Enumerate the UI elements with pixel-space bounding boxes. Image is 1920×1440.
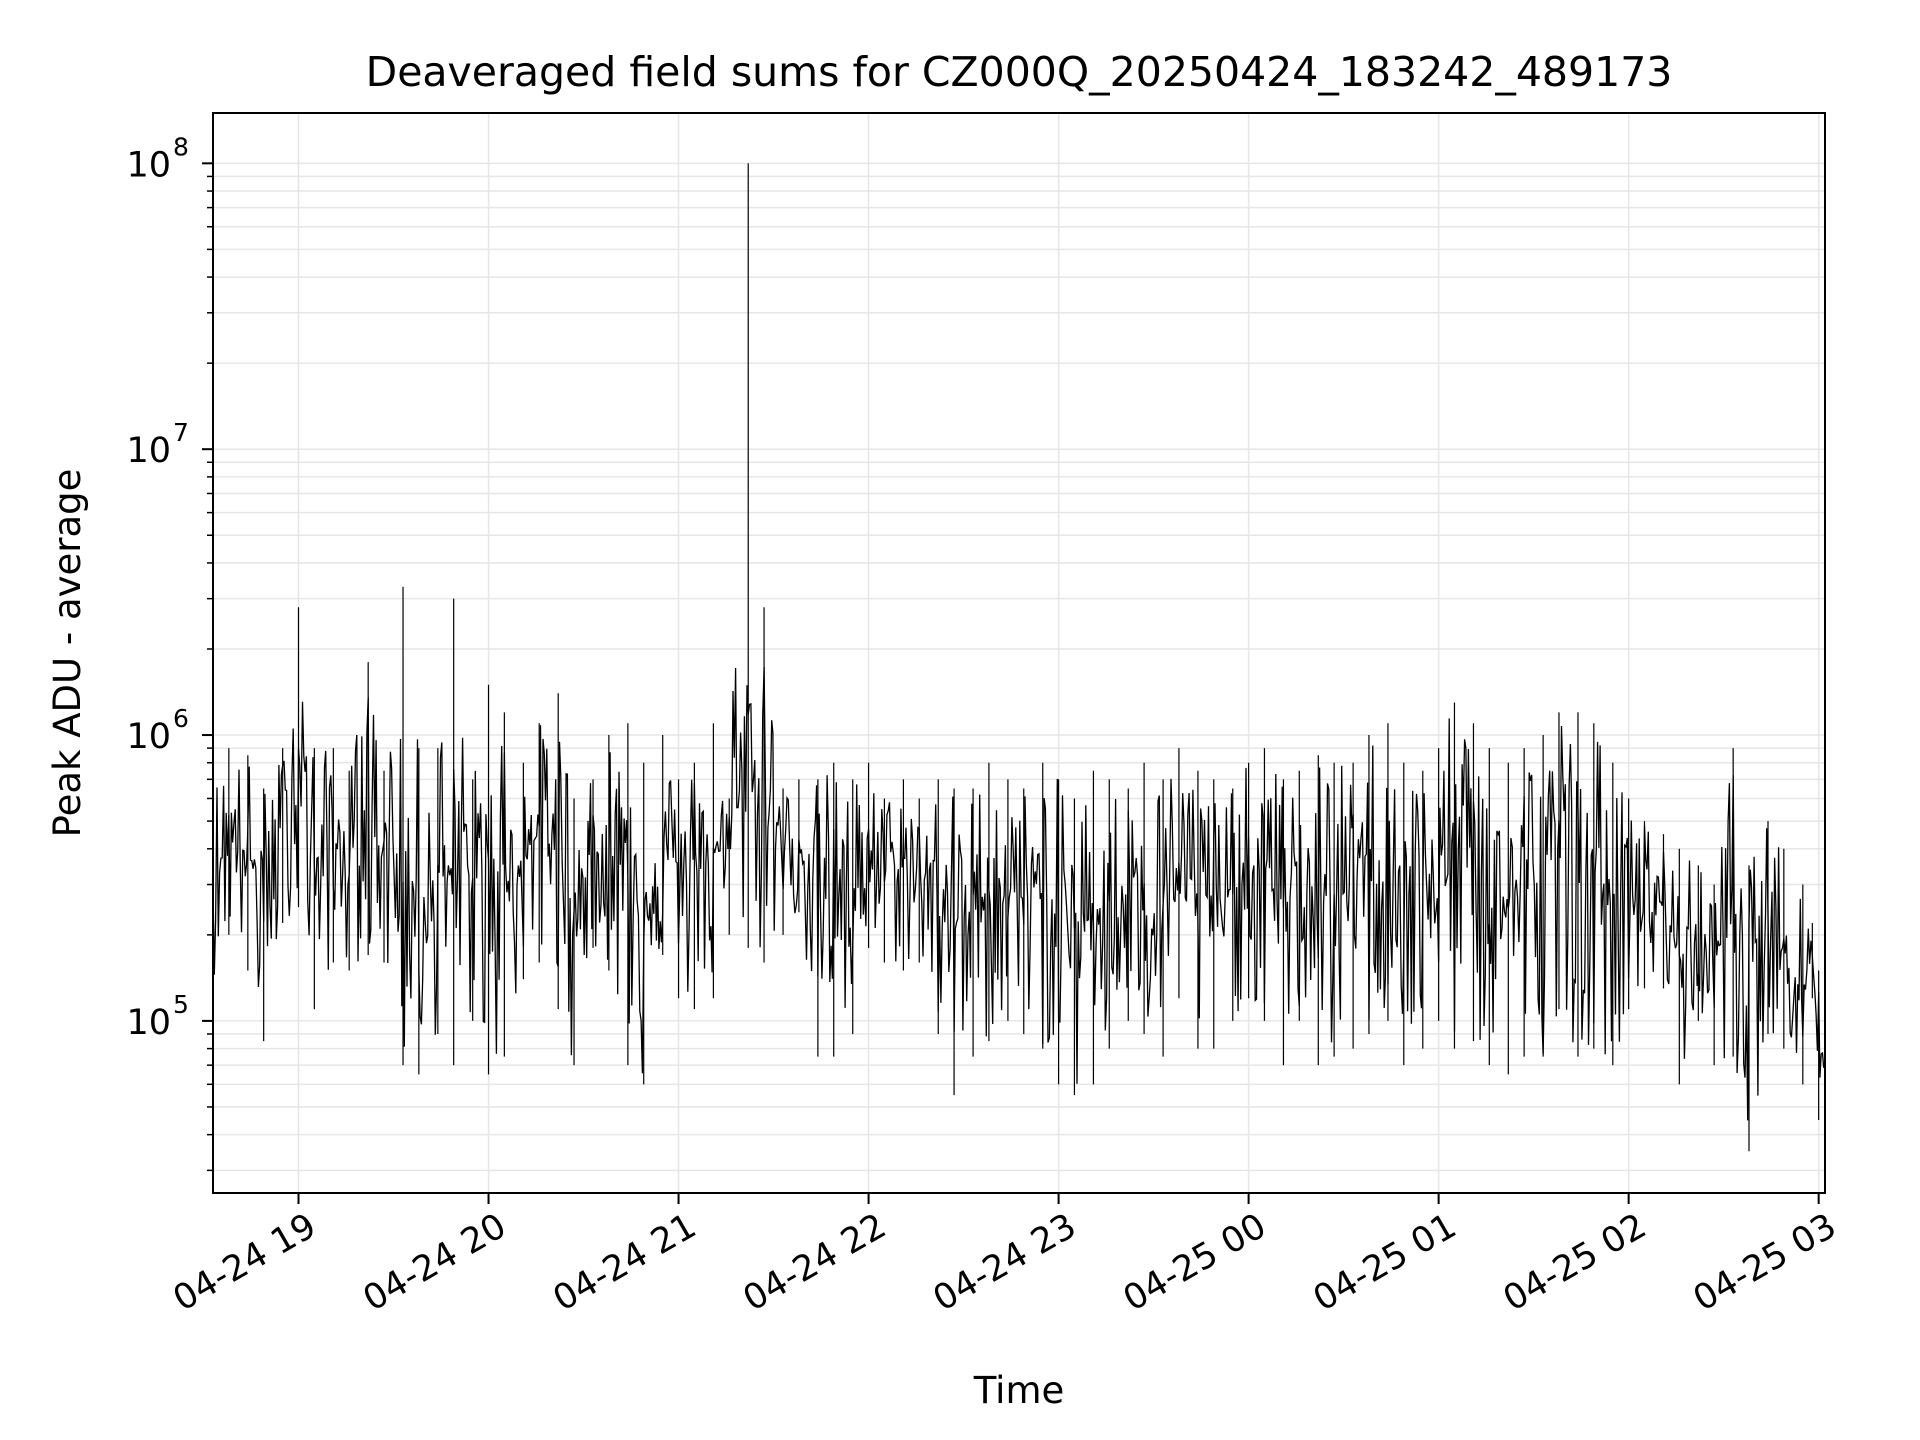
y-tick-label: 10 6 [126,704,188,757]
data-series [212,163,1826,1152]
plot-frame [212,112,1826,1194]
x-axis-label: Time [973,1369,1065,1412]
y-tick-base: 10 [126,1003,171,1043]
y-tick-label: 10 5 [126,990,188,1043]
y-tick-exponent: 8 [173,132,189,161]
series-line [212,666,1825,1121]
y-axis-label: Peak ADU - average [46,469,89,838]
y-tick-exponent: 6 [173,704,189,733]
y-tick-label: 10 8 [126,132,188,185]
y-tick-base: 10 [126,431,171,471]
y-tick-exponent: 7 [173,418,189,447]
y-tick-base: 10 [126,717,171,757]
y-tick-base: 10 [126,145,171,185]
y-tick-label: 10 7 [126,418,188,471]
chart-title: Deaveraged field sums for CZ000Q_2025042… [366,48,1673,96]
y-tick-exponent: 5 [173,990,189,1019]
